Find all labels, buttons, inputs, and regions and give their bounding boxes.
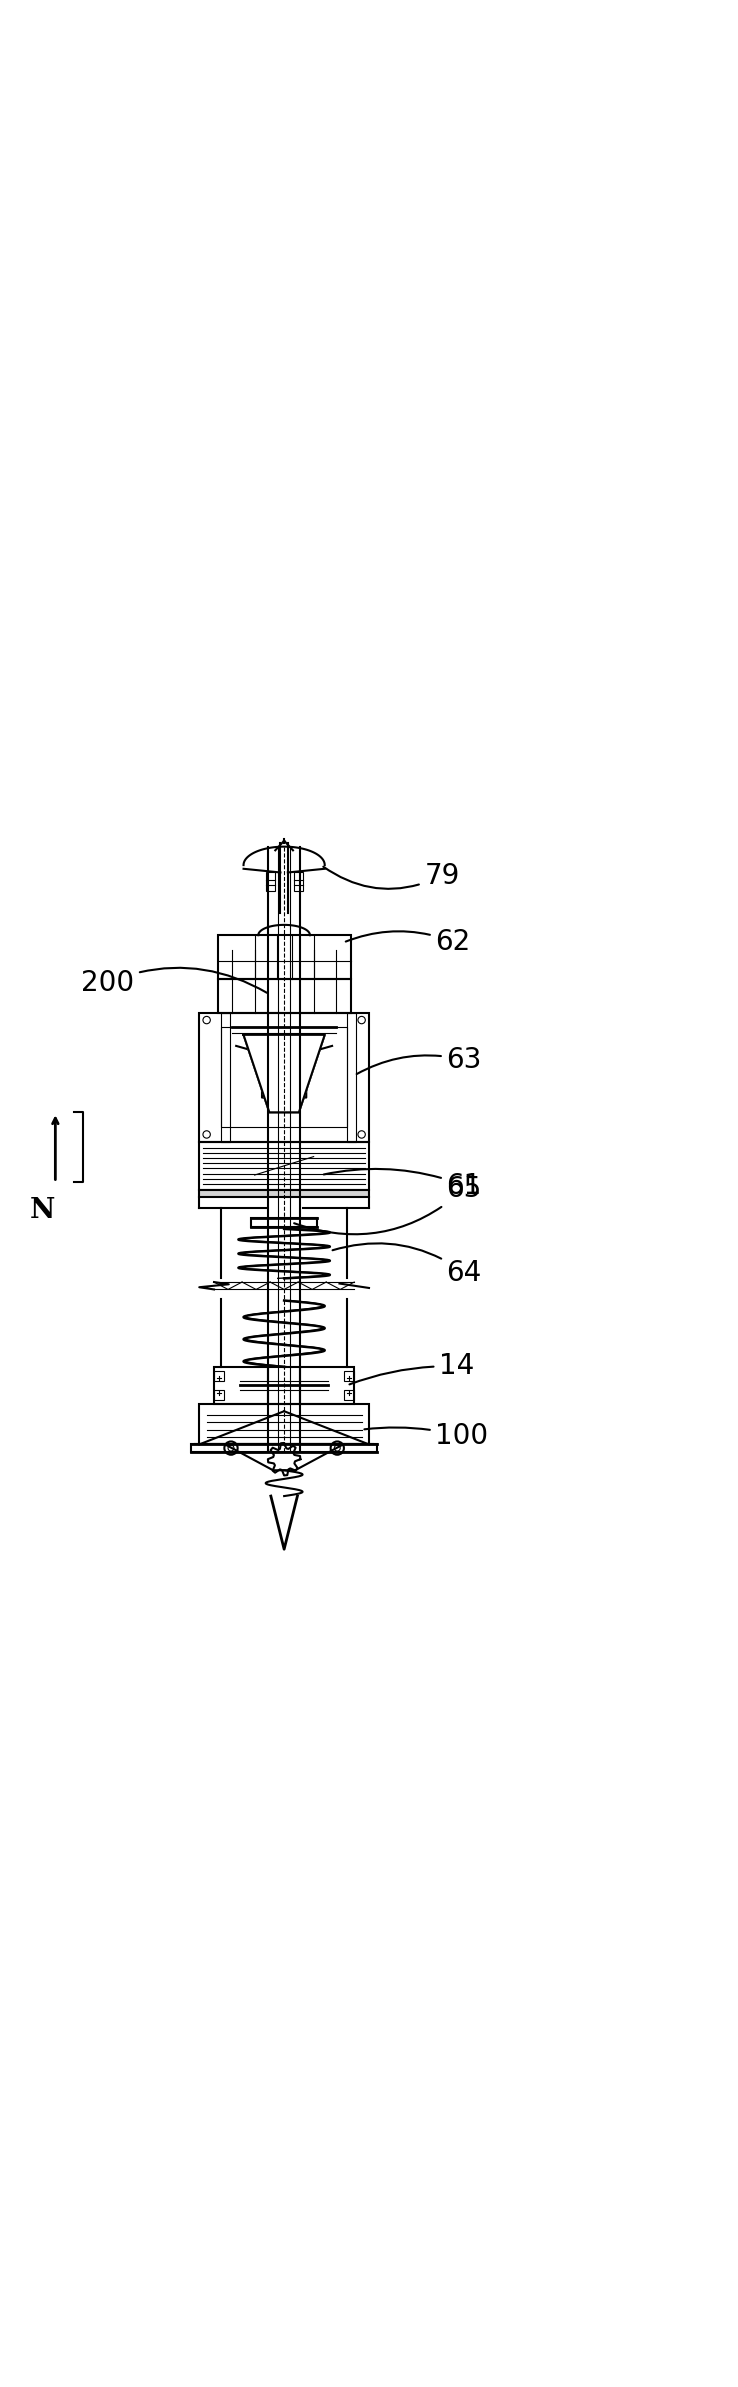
Bar [221, 1026, 347, 1127]
Text: N: N [30, 1198, 55, 1225]
Bar [214, 1368, 354, 1404]
Text: 63: 63 [356, 1046, 482, 1074]
Bar [190, 1444, 378, 1451]
Text: 61: 61 [324, 1170, 482, 1201]
Text: 14: 14 [350, 1353, 475, 1384]
Text: 64: 64 [333, 1244, 482, 1287]
Bar [199, 1189, 369, 1198]
Bar [218, 936, 351, 979]
Text: 79: 79 [323, 862, 460, 890]
Bar [294, 874, 303, 890]
Bar [251, 1217, 317, 1227]
Bar [218, 979, 351, 1012]
Bar [214, 1370, 224, 1382]
Bar [221, 1012, 230, 1141]
Bar [214, 1389, 224, 1401]
Bar [199, 1012, 369, 1141]
Bar [266, 874, 275, 890]
Bar [344, 1370, 354, 1382]
Text: 62: 62 [345, 929, 471, 955]
Bar [199, 1141, 369, 1189]
Text: 65: 65 [294, 1174, 482, 1234]
Bar [199, 1404, 369, 1444]
Polygon shape [244, 1036, 325, 1112]
Bar [344, 1389, 354, 1401]
Text: 200: 200 [81, 967, 267, 995]
Text: 100: 100 [365, 1423, 489, 1451]
Bar [347, 1012, 356, 1141]
